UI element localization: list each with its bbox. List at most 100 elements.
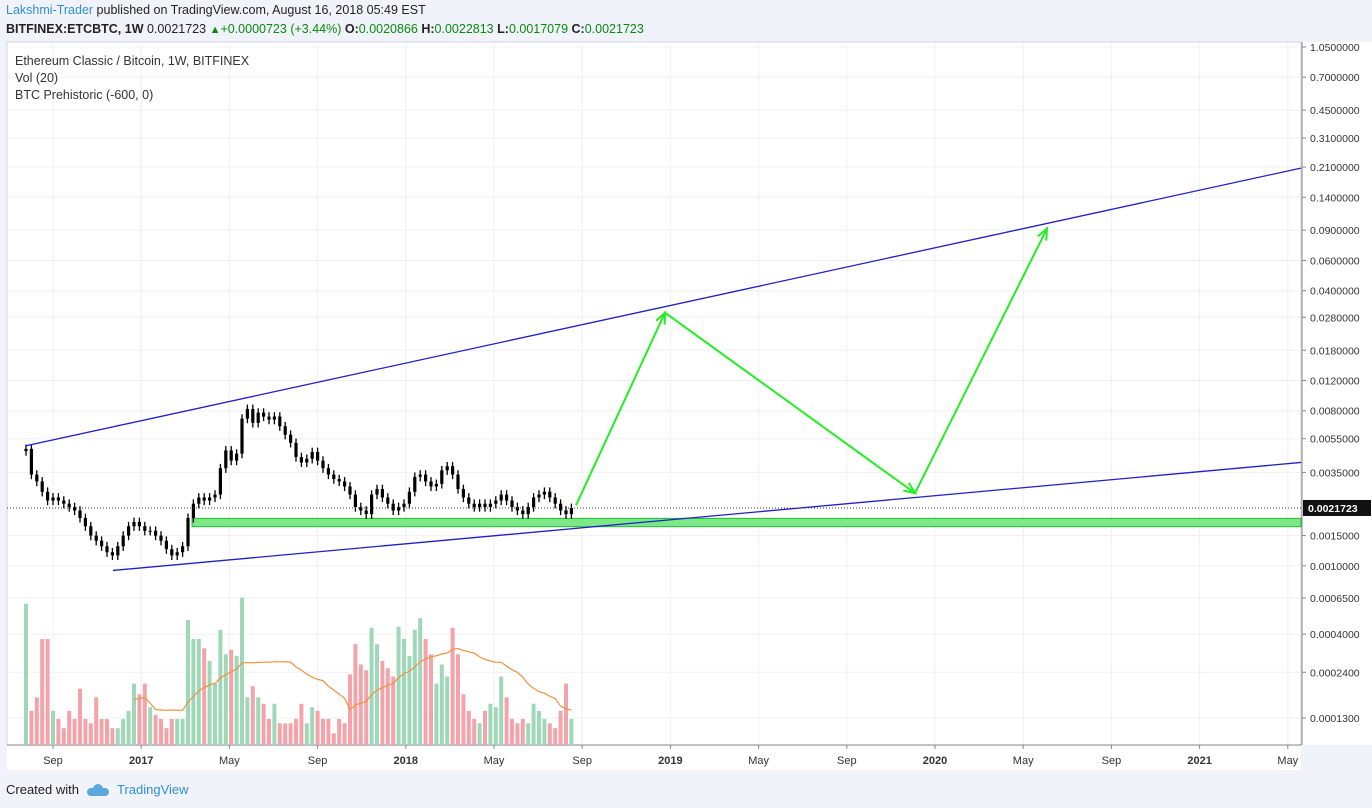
time-tick-label: May bbox=[1277, 755, 1298, 767]
legend-title: Ethereum Classic / Bitcoin, 1W, BITFINEX bbox=[15, 54, 250, 68]
price-change: +0.0000723 (+3.44%) bbox=[220, 22, 342, 36]
tradingview-link[interactable]: TradingView bbox=[116, 782, 189, 797]
volume-bar bbox=[461, 694, 466, 745]
current-price-box bbox=[1303, 499, 1371, 516]
candle-body bbox=[29, 448, 33, 475]
candle-body bbox=[35, 474, 39, 482]
price-tick-label: 0.0900000 bbox=[1310, 225, 1360, 237]
candle-body bbox=[51, 497, 55, 501]
candle-body bbox=[235, 453, 239, 461]
volume-bar bbox=[250, 686, 255, 745]
candle-body bbox=[488, 503, 492, 508]
candle-body bbox=[283, 426, 287, 435]
candle-body bbox=[143, 526, 147, 531]
author-link[interactable]: Lakshmi-Trader bbox=[6, 3, 94, 17]
high-label: H: bbox=[421, 22, 435, 36]
candle-body bbox=[78, 510, 82, 518]
candle-body bbox=[213, 494, 217, 498]
candle-body bbox=[294, 442, 298, 458]
candle-body bbox=[494, 500, 498, 504]
price-tick-label: 0.0600000 bbox=[1310, 255, 1360, 267]
candle-body bbox=[391, 503, 395, 511]
candle-body bbox=[46, 491, 50, 501]
volume-bar bbox=[342, 723, 347, 745]
volume-bar bbox=[321, 718, 325, 745]
volume-bar bbox=[277, 723, 282, 745]
candle-body bbox=[83, 517, 87, 527]
volume-bar bbox=[240, 597, 244, 745]
candle-body bbox=[67, 503, 71, 508]
time-tick-label: Sep bbox=[837, 755, 857, 767]
volume-bar bbox=[537, 710, 541, 745]
time-tick-label: May bbox=[484, 755, 505, 767]
volume-bar bbox=[186, 619, 190, 745]
volume-bar bbox=[29, 710, 34, 745]
arrow-head bbox=[655, 310, 667, 325]
low-label: L: bbox=[497, 22, 509, 36]
low-value: 0.0017079 bbox=[508, 22, 569, 36]
candle-body bbox=[402, 503, 406, 508]
volume-bar bbox=[34, 697, 39, 745]
volume-bar bbox=[223, 654, 228, 745]
candle-body bbox=[418, 474, 422, 477]
volume-bar bbox=[218, 629, 223, 745]
time-axis: Sep 2017 May Sep 2018 May Sep 2019 May Sep 2020 May… bbox=[7, 744, 1301, 767]
arrow-head bbox=[1037, 226, 1049, 241]
volume-bar bbox=[137, 694, 142, 745]
volume-bar bbox=[531, 703, 536, 745]
time-tick-label: May bbox=[1013, 755, 1034, 767]
time-tick-label: May bbox=[219, 755, 240, 767]
candle-body bbox=[359, 507, 363, 511]
lower-trendline bbox=[112, 461, 1302, 572]
volume-bar bbox=[213, 683, 217, 745]
last-price: 0.0021723 bbox=[146, 22, 207, 36]
time-tick-label: Sep bbox=[1102, 755, 1122, 767]
candle-body bbox=[40, 481, 44, 492]
candle-body bbox=[197, 497, 201, 504]
candle-body bbox=[121, 535, 125, 547]
candle-body bbox=[89, 526, 93, 536]
volume-bar bbox=[159, 718, 163, 745]
candle-body bbox=[483, 503, 487, 508]
candle-body bbox=[559, 503, 563, 511]
price-tick-label: 0.0006500 bbox=[1310, 593, 1360, 605]
projection-arrows[interactable] bbox=[575, 226, 1049, 506]
volume-bar bbox=[256, 697, 261, 745]
price-tick-label: 0.2100000 bbox=[1310, 162, 1360, 174]
volume-bar bbox=[472, 718, 477, 745]
volume-bar bbox=[553, 728, 558, 745]
time-tick-label: 2021 bbox=[1187, 755, 1211, 767]
candle-body bbox=[424, 474, 428, 482]
price-chart[interactable]: 1.0500000 0.7000000 0.4500000 0.3100000 0.21… bbox=[0, 40, 1372, 782]
volume-bar bbox=[450, 627, 455, 745]
candle-body bbox=[202, 497, 206, 501]
candle-body bbox=[278, 416, 282, 427]
open-label: O: bbox=[344, 22, 359, 36]
volume-bar bbox=[402, 639, 406, 745]
chart-pane bbox=[6, 41, 1302, 746]
trend-lines[interactable] bbox=[25, 167, 1302, 572]
volume-bar bbox=[175, 718, 180, 745]
time-tick-label: 2020 bbox=[923, 755, 947, 767]
candle-body bbox=[56, 497, 60, 501]
candle-body bbox=[218, 468, 222, 495]
volume-bar bbox=[429, 654, 433, 745]
candle-body bbox=[337, 479, 341, 482]
volume-bar bbox=[547, 723, 552, 745]
volume-bar bbox=[439, 664, 444, 745]
candle-body bbox=[353, 494, 357, 508]
time-tick-label: Sep bbox=[43, 755, 63, 767]
candlesticks bbox=[24, 404, 573, 561]
candle-body bbox=[569, 507, 573, 515]
volume-bar bbox=[456, 654, 460, 745]
candle-body bbox=[521, 510, 525, 515]
volume-bar bbox=[24, 603, 28, 745]
volume-bar bbox=[315, 710, 320, 745]
candle-body bbox=[413, 476, 417, 492]
candle-body bbox=[240, 418, 244, 454]
candle-body bbox=[370, 494, 374, 515]
candle-body bbox=[127, 526, 131, 536]
support-zone-rect bbox=[191, 517, 1302, 528]
volume-bar bbox=[412, 629, 417, 745]
candle-body bbox=[548, 491, 552, 498]
